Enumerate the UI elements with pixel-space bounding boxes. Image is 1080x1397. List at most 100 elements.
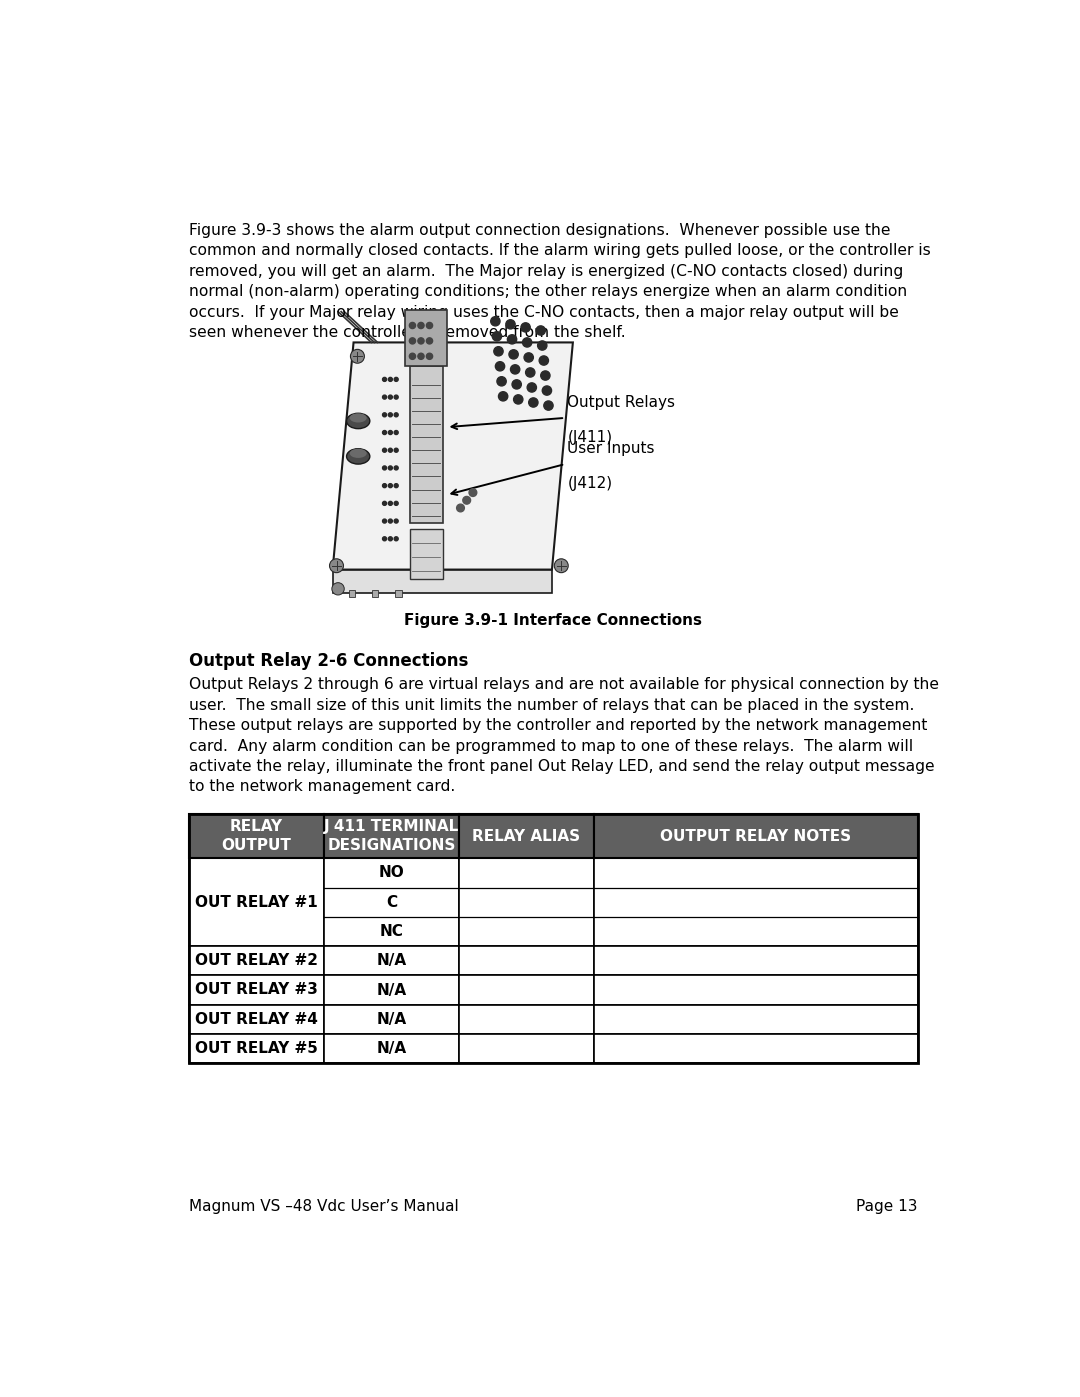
Circle shape (463, 496, 471, 504)
Bar (459, 813, 594, 858)
Circle shape (389, 520, 392, 522)
Text: activate the relay, illuminate the front panel Out Relay LED, and send the relay: activate the relay, illuminate the front… (189, 759, 935, 774)
Circle shape (394, 430, 399, 434)
Circle shape (418, 323, 424, 328)
Circle shape (512, 380, 522, 388)
Text: RELAY ALIAS: RELAY ALIAS (472, 828, 580, 844)
Circle shape (492, 331, 501, 341)
Circle shape (529, 398, 538, 407)
Circle shape (382, 502, 387, 506)
Text: OUT RELAY #1: OUT RELAY #1 (195, 894, 318, 909)
Text: common and normally closed contacts. If the alarm wiring gets pulled loose, or t: common and normally closed contacts. If … (189, 243, 931, 258)
Circle shape (544, 401, 553, 411)
Circle shape (521, 323, 530, 332)
Bar (324, 813, 459, 858)
Circle shape (394, 536, 399, 541)
Text: OUT RELAY #2: OUT RELAY #2 (195, 953, 319, 968)
Ellipse shape (347, 448, 369, 464)
Circle shape (382, 430, 387, 434)
Circle shape (469, 489, 476, 496)
Bar (189, 946, 324, 975)
Text: (J412): (J412) (567, 476, 612, 492)
Polygon shape (333, 342, 572, 570)
Text: NC: NC (379, 923, 403, 939)
Circle shape (536, 326, 545, 335)
Bar (189, 858, 324, 946)
Text: to the network management card.: to the network management card. (189, 780, 456, 795)
Circle shape (382, 483, 387, 488)
Bar (459, 1034, 594, 1063)
Circle shape (509, 349, 518, 359)
Circle shape (382, 395, 387, 400)
Circle shape (350, 349, 364, 363)
Circle shape (409, 338, 416, 344)
Bar (594, 975, 918, 1004)
Circle shape (394, 395, 399, 400)
Circle shape (539, 356, 549, 365)
Ellipse shape (350, 448, 367, 458)
Circle shape (409, 323, 416, 328)
Text: N/A: N/A (376, 953, 406, 968)
Bar (189, 1004, 324, 1034)
Circle shape (389, 502, 392, 506)
Circle shape (427, 338, 433, 344)
Circle shape (394, 412, 399, 416)
Bar (410, 366, 443, 524)
Circle shape (527, 383, 537, 393)
Bar (594, 813, 918, 858)
Text: user.  The small size of this unit limits the number of relays that can be place: user. The small size of this unit limits… (189, 697, 915, 712)
Circle shape (382, 536, 387, 541)
Bar (594, 946, 918, 975)
Text: OUT RELAY #3: OUT RELAY #3 (195, 982, 319, 997)
Circle shape (382, 412, 387, 416)
Circle shape (389, 536, 392, 541)
Circle shape (382, 448, 387, 453)
Text: normal (non-alarm) operating conditions; the other relays energize when an alarm: normal (non-alarm) operating conditions;… (189, 285, 907, 299)
Text: (J411): (J411) (567, 430, 612, 446)
Bar (373, 591, 378, 597)
Bar (189, 1034, 324, 1063)
Circle shape (389, 467, 392, 469)
Text: occurs.  If your Major relay wiring uses the C-NO contacts, then a major relay o: occurs. If your Major relay wiring uses … (189, 305, 900, 320)
Circle shape (389, 483, 392, 488)
Circle shape (382, 377, 387, 381)
Bar (189, 813, 324, 858)
Circle shape (496, 362, 504, 372)
Circle shape (497, 377, 507, 386)
Text: removed, you will get an alarm.  The Major relay is energized (C-NO contacts clo: removed, you will get an alarm. The Majo… (189, 264, 904, 279)
Text: OUT RELAY #5: OUT RELAY #5 (195, 1041, 319, 1056)
Bar (324, 975, 459, 1004)
Circle shape (394, 377, 399, 381)
Circle shape (542, 386, 552, 395)
Circle shape (514, 395, 523, 404)
Circle shape (427, 323, 433, 328)
Bar (324, 858, 459, 946)
Bar (395, 591, 402, 597)
Text: Page 13: Page 13 (856, 1199, 918, 1214)
Circle shape (524, 353, 534, 362)
Circle shape (394, 483, 399, 488)
Text: Figure 3.9-3 shows the alarm output connection designations.  Whenever possible : Figure 3.9-3 shows the alarm output conn… (189, 224, 891, 237)
Circle shape (490, 317, 500, 326)
Bar (594, 858, 918, 946)
Circle shape (541, 372, 550, 380)
Bar (459, 946, 594, 975)
Text: C: C (386, 894, 397, 909)
Text: OUT RELAY #4: OUT RELAY #4 (195, 1011, 319, 1027)
Text: Output Relays 2 through 6 are virtual relays and are not available for physical : Output Relays 2 through 6 are virtual re… (189, 678, 940, 693)
Text: N/A: N/A (376, 1041, 406, 1056)
Polygon shape (333, 570, 552, 592)
Circle shape (538, 341, 546, 351)
Text: Figure 3.9-1 Interface Connections: Figure 3.9-1 Interface Connections (405, 613, 702, 629)
Text: N/A: N/A (376, 982, 406, 997)
Circle shape (394, 502, 399, 506)
Circle shape (394, 467, 399, 469)
Text: User Inputs: User Inputs (567, 441, 654, 457)
Ellipse shape (350, 414, 367, 422)
Circle shape (394, 520, 399, 522)
Text: Output Relay 2-6 Connections: Output Relay 2-6 Connections (189, 652, 469, 671)
Circle shape (499, 391, 508, 401)
Text: J 411 TERMINAL
DESIGNATIONS: J 411 TERMINAL DESIGNATIONS (324, 819, 459, 852)
Text: card.  Any alarm condition can be programmed to map to one of these relays.  The: card. Any alarm condition can be program… (189, 739, 914, 753)
Text: NO: NO (378, 866, 404, 880)
